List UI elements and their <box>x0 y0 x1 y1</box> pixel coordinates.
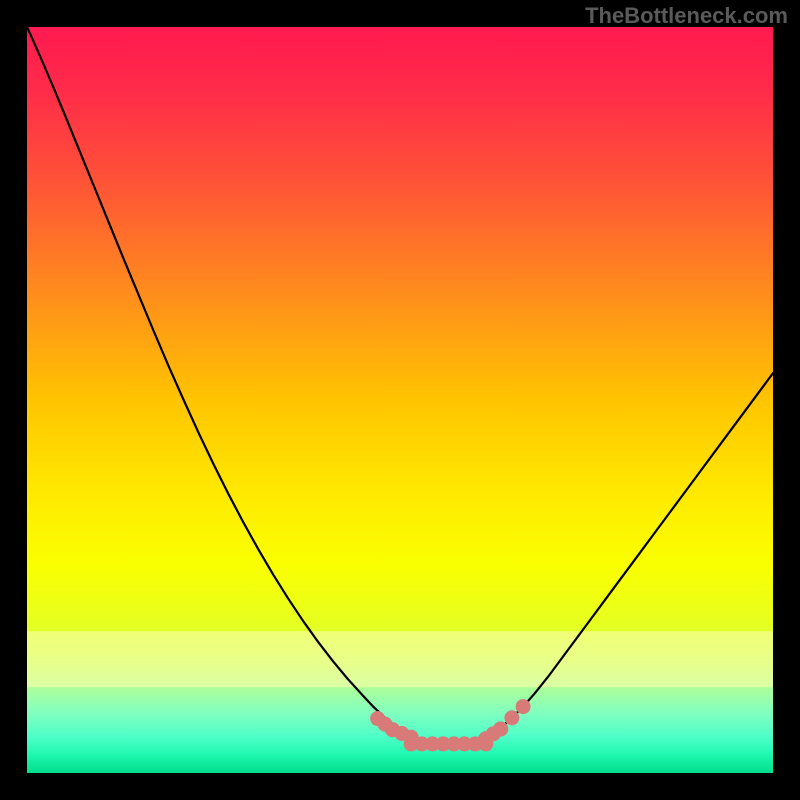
highlight-band <box>27 631 773 687</box>
bottleneck-curve-chart <box>0 0 800 800</box>
watermark-text: TheBottleneck.com <box>585 3 788 29</box>
chart-container: TheBottleneck.com <box>0 0 800 800</box>
